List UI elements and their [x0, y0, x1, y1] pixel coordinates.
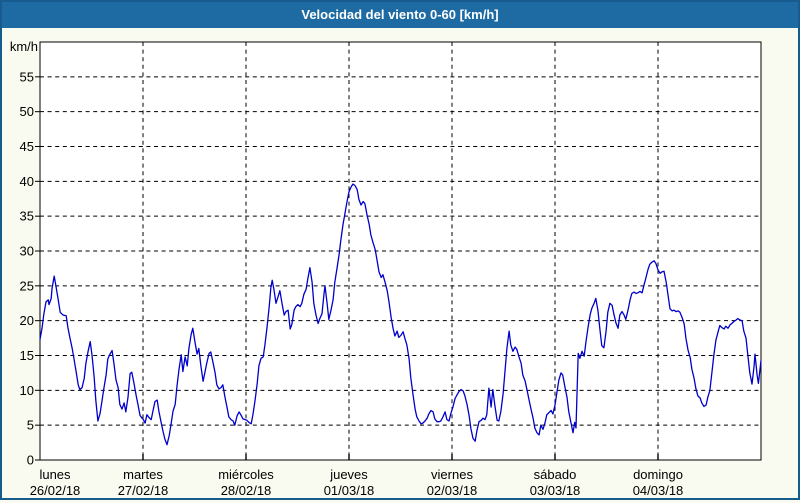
y-axis-tick-label: 15	[20, 348, 34, 363]
y-axis-tick-label: 20	[20, 313, 34, 328]
x-axis-day-label: lunes	[39, 467, 71, 482]
y-axis-tick-label: 0	[27, 453, 34, 468]
x-axis-date-label: 28/02/18	[221, 483, 272, 498]
title-bar: Velocidad del viento 0-60 [km/h]	[2, 2, 798, 28]
y-axis-tick-label: 10	[20, 383, 34, 398]
x-axis-date-label: 04/03/18	[633, 483, 684, 498]
x-axis-day-label: jueves	[329, 467, 368, 482]
x-axis-date-label: 27/02/18	[118, 483, 169, 498]
x-axis-day-label: domingo	[633, 467, 683, 482]
y-axis-tick-label: 45	[20, 139, 34, 154]
x-axis-date-label: 26/02/18	[30, 483, 81, 498]
y-axis-tick-label: 40	[20, 174, 34, 189]
wind-speed-line	[39, 183, 762, 446]
y-axis-unit-label: km/h	[10, 39, 38, 54]
y-axis-tick-label: 55	[20, 69, 34, 84]
x-axis-date-label: 02/03/18	[427, 483, 478, 498]
y-axis-tick-label: 50	[20, 104, 34, 119]
x-axis-day-label: sábado	[534, 467, 577, 482]
y-axis-tick-label: 30	[20, 244, 34, 259]
y-axis-tick-label: 35	[20, 209, 34, 224]
x-axis-day-label: martes	[123, 467, 163, 482]
x-axis-day-label: miércoles	[218, 467, 274, 482]
x-axis-date-label: 03/03/18	[530, 483, 581, 498]
y-axis-tick-label: 25	[20, 278, 34, 293]
x-axis-date-label: 01/03/18	[324, 483, 375, 498]
chart-title: Velocidad del viento 0-60 [km/h]	[301, 7, 499, 22]
y-axis-tick-label: 5	[27, 418, 34, 433]
x-axis-day-label: viernes	[431, 467, 473, 482]
